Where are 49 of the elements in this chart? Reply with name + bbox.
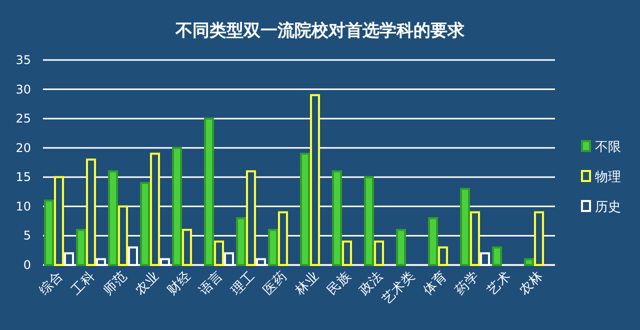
- bar: [396, 228, 406, 266]
- x-tick-label: 林业: [292, 269, 322, 299]
- x-tick-label: 体育: [420, 268, 450, 298]
- bar: [268, 228, 278, 266]
- y-tick-label: 35: [16, 53, 31, 67]
- y-tick-label: 5: [23, 228, 31, 243]
- bar: [182, 228, 192, 266]
- legend-label: 不限: [595, 140, 621, 155]
- bar: [44, 200, 54, 266]
- x-tick-label: 民族: [324, 269, 354, 298]
- chart-title: 不同类型双一流院校对首选学科的要求: [174, 21, 466, 41]
- bar: [492, 246, 502, 266]
- y-tick-label: 0: [23, 258, 31, 272]
- bar: [428, 217, 438, 266]
- bar: [310, 94, 320, 266]
- bar: [524, 258, 534, 266]
- x-tick-label: 农业: [132, 269, 162, 298]
- y-tick-label: 15: [16, 170, 31, 184]
- bar: [438, 246, 448, 266]
- x-tick-label: 工科: [68, 269, 98, 298]
- x-tick-label: 医药: [260, 269, 290, 298]
- bar: [460, 188, 470, 266]
- bar: [236, 217, 246, 266]
- y-tick-label: 20: [16, 140, 31, 155]
- x-tick-label: 药学: [452, 269, 482, 298]
- bar: [374, 240, 384, 266]
- bar: [364, 176, 374, 266]
- bar: [172, 146, 182, 266]
- x-tick-label: 农林: [516, 269, 546, 298]
- bar: [300, 152, 310, 266]
- x-tick-label: 财经: [164, 269, 194, 298]
- y-tick-label: 10: [16, 199, 31, 214]
- x-tick-label: 艺术: [484, 269, 514, 298]
- bar: [204, 118, 214, 266]
- x-tick-label: 师范: [100, 269, 130, 298]
- bar: [76, 228, 86, 266]
- bar: [342, 240, 352, 266]
- legend-label: 物理: [595, 170, 621, 185]
- y-tick-label: 25: [16, 112, 31, 126]
- x-tick-label: 综合: [36, 269, 66, 298]
- bar: [332, 170, 342, 266]
- bar: [534, 211, 544, 266]
- bar: [108, 170, 118, 266]
- bar: [140, 182, 150, 266]
- x-tick-label: 理工: [228, 269, 258, 298]
- y-tick-label: 30: [16, 82, 31, 96]
- legend-label: 历史: [595, 200, 621, 215]
- x-tick-label: 语言: [196, 268, 226, 298]
- bar: [278, 211, 288, 266]
